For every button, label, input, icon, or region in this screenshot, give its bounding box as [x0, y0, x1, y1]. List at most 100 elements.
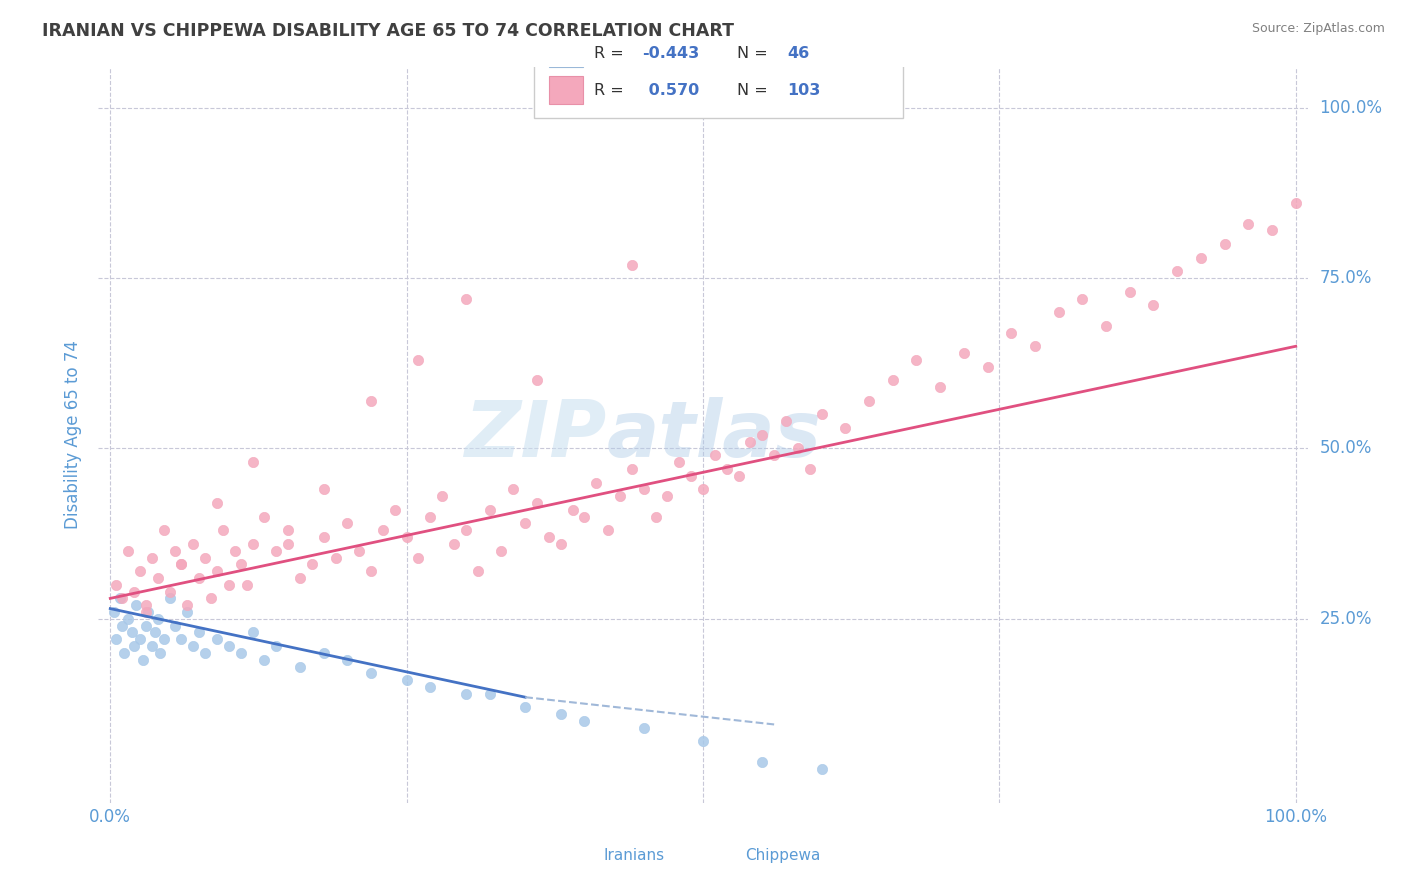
Point [644, 509, 666, 524]
Point [188, 625, 211, 640]
Point [132, 653, 155, 667]
Text: 50.0%: 50.0% [1319, 440, 1372, 458]
Point [105, 578, 128, 592]
Point [165, 618, 187, 632]
Point [224, 543, 246, 558]
Point [858, 393, 880, 408]
Point [111, 591, 134, 606]
Point [1119, 285, 1142, 299]
Point [491, 543, 513, 558]
Point [152, 523, 174, 537]
Point [176, 605, 198, 619]
Point [277, 523, 299, 537]
Point [312, 530, 335, 544]
Point [277, 537, 299, 551]
Text: N =: N = [737, 46, 773, 62]
Point [325, 550, 347, 565]
Point [288, 659, 311, 673]
Point [253, 509, 276, 524]
Point [264, 543, 287, 558]
Point [117, 543, 139, 558]
Point [1024, 339, 1046, 353]
Point [111, 618, 134, 632]
Point [212, 523, 235, 537]
Point [537, 530, 560, 544]
Point [561, 503, 583, 517]
Point [117, 612, 139, 626]
Point [419, 509, 441, 524]
Point [609, 489, 631, 503]
Point [347, 543, 370, 558]
Point [681, 468, 703, 483]
Point [360, 666, 382, 681]
Point [1047, 305, 1070, 319]
Point [408, 550, 430, 565]
Point [205, 564, 228, 578]
Point [882, 373, 904, 387]
Point [929, 380, 952, 394]
Text: 100.0%: 100.0% [1319, 99, 1382, 117]
Point [125, 598, 148, 612]
Point [751, 428, 773, 442]
Point [129, 564, 152, 578]
Text: atlas: atlas [606, 397, 821, 473]
Point [205, 496, 228, 510]
Point [146, 571, 169, 585]
Point [976, 359, 998, 374]
Point [668, 455, 690, 469]
Point [1071, 292, 1094, 306]
Point [121, 625, 143, 640]
Point [1095, 318, 1118, 333]
Point [135, 598, 157, 612]
Point [432, 489, 454, 503]
Point [526, 373, 548, 387]
Point [360, 564, 382, 578]
Point [146, 612, 169, 626]
Point [703, 448, 725, 462]
Text: 103: 103 [787, 83, 821, 98]
Point [371, 523, 394, 537]
Point [454, 523, 477, 537]
Point [360, 393, 382, 408]
Text: 0.570: 0.570 [643, 83, 699, 98]
Point [1166, 264, 1188, 278]
Point [585, 475, 607, 490]
FancyBboxPatch shape [550, 76, 583, 103]
Point [786, 442, 808, 456]
Point [454, 292, 477, 306]
Point [1000, 326, 1022, 340]
Point [152, 632, 174, 647]
Point [633, 483, 655, 497]
Point [103, 605, 125, 619]
Point [264, 639, 287, 653]
Text: R =: R = [595, 46, 628, 62]
Point [122, 639, 145, 653]
Point [135, 605, 157, 619]
Point [1189, 251, 1212, 265]
Point [419, 680, 441, 694]
Point [692, 483, 714, 497]
Point [395, 530, 418, 544]
Point [810, 408, 832, 422]
Point [170, 632, 193, 647]
Point [478, 687, 501, 701]
Point [218, 578, 240, 592]
Point [136, 605, 159, 619]
Point [478, 503, 501, 517]
Point [550, 707, 572, 722]
Text: IRANIAN VS CHIPPEWA DISABILITY AGE 65 TO 74 CORRELATION CHART: IRANIAN VS CHIPPEWA DISABILITY AGE 65 TO… [42, 22, 734, 40]
Point [194, 550, 217, 565]
Point [515, 516, 537, 531]
Point [1142, 298, 1164, 312]
Point [122, 584, 145, 599]
Point [288, 571, 311, 585]
Point [598, 523, 620, 537]
Point [515, 700, 537, 714]
Point [1285, 196, 1308, 211]
Point [181, 639, 204, 653]
FancyBboxPatch shape [564, 844, 595, 868]
Point [165, 543, 187, 558]
Point [181, 537, 204, 551]
Point [502, 483, 524, 497]
Point [200, 591, 222, 606]
